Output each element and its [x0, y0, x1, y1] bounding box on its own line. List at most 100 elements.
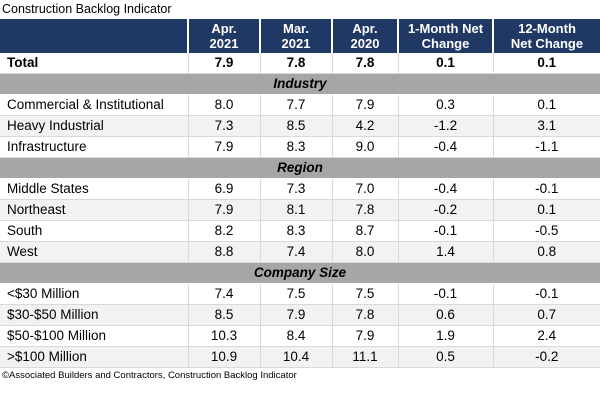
row-infrastructure: Infrastructure 7.9 8.3 9.0 -0.4 -1.1: [0, 136, 600, 158]
row-label: Northeast: [0, 199, 188, 221]
cell-value: 8.4: [259, 325, 332, 347]
row-label: >$100 Million: [0, 346, 188, 368]
row-middle-states: Middle States 6.9 7.3 7.0 -0.4 -0.1: [0, 178, 600, 200]
cell-value: 6.9: [187, 178, 260, 200]
cell-value: 7.9: [187, 199, 260, 221]
cell-value: 10.3: [187, 325, 260, 347]
backlog-table: Apr. 2021 Mar. 2021 Apr. 2020 1-Month Ne…: [0, 19, 600, 368]
cell-value: 8.3: [259, 136, 332, 158]
section-industry: Industry: [0, 73, 600, 95]
cell-value: 8.0: [187, 94, 260, 116]
row-label: Commercial & Institutional: [0, 94, 188, 116]
cell-value: 0.1: [492, 94, 600, 116]
row-total: Total 7.9 7.8 7.8 0.1 0.1: [0, 53, 600, 74]
cell-value: 2.4: [492, 325, 600, 347]
cell-value: 8.5: [259, 115, 332, 137]
cell-value: 7.5: [259, 283, 332, 305]
row-label: South: [0, 220, 188, 242]
cell-value: 0.1: [492, 199, 600, 221]
col-header-line: Mar.: [282, 21, 309, 36]
cell-value: 11.1: [331, 346, 398, 368]
row-northeast: Northeast 7.9 8.1 7.8 -0.2 0.1: [0, 199, 600, 221]
cell-value: 8.1: [259, 199, 332, 221]
col-header-line: 12-Month: [518, 21, 576, 36]
col-header-apr-2020: Apr. 2020: [331, 19, 398, 53]
cell-value: 3.1: [492, 115, 600, 137]
section-company-size: Company Size: [0, 262, 600, 284]
col-header-line: Change: [421, 36, 470, 51]
col-header-line: 2021: [281, 36, 311, 51]
cell-value: 7.7: [259, 94, 332, 116]
page-title: Construction Backlog Indicator: [2, 2, 172, 16]
cell-value: 7.8: [331, 53, 398, 74]
cell-value: 4.2: [331, 115, 398, 137]
cell-value: 7.4: [187, 283, 260, 305]
cell-value: 8.2: [187, 220, 260, 242]
col-header-line: 1-Month Net: [407, 21, 484, 36]
source-attribution: ©Associated Builders and Contractors, Co…: [2, 370, 297, 381]
col-header-apr-2021: Apr. 2021: [187, 19, 260, 53]
cell-value: -0.1: [492, 283, 600, 305]
cell-value: -1.1: [492, 136, 600, 158]
cell-value: 7.0: [331, 178, 398, 200]
row-label: $30-$50 Million: [0, 304, 188, 326]
cell-value: 7.9: [187, 136, 260, 158]
col-header-line: Apr.: [211, 21, 237, 36]
col-header-blank: [0, 19, 188, 53]
cell-value: -0.5: [492, 220, 600, 242]
row-label: $50-$100 Million: [0, 325, 188, 347]
row-label: Middle States: [0, 178, 188, 200]
row-under-30-million: <$30 Million 7.4 7.5 7.5 -0.1 -0.1: [0, 283, 600, 305]
row-label: Infrastructure: [0, 136, 188, 158]
cell-value: 9.0: [331, 136, 398, 158]
section-header-label: Industry: [0, 73, 600, 95]
cell-value: 10.9: [187, 346, 260, 368]
cell-value: -0.2: [492, 346, 600, 368]
col-header-mar-2021: Mar. 2021: [259, 19, 332, 53]
row-west: West 8.8 7.4 8.0 1.4 0.8: [0, 241, 600, 263]
cell-value: 7.5: [331, 283, 398, 305]
cell-value: 8.5: [187, 304, 260, 326]
cell-value: -0.1: [397, 283, 493, 305]
section-region: Region: [0, 157, 600, 179]
row-label: Heavy Industrial: [0, 115, 188, 137]
col-header-line: 2020: [350, 36, 380, 51]
cell-value: -0.4: [397, 136, 493, 158]
row-label: Total: [0, 53, 188, 74]
row-30-50-million: $30-$50 Million 8.5 7.9 7.8 0.6 0.7: [0, 304, 600, 326]
cell-value: 7.8: [331, 199, 398, 221]
cell-value: 7.4: [259, 241, 332, 263]
cell-value: 7.9: [187, 53, 260, 74]
cell-value: 1.4: [397, 241, 493, 263]
col-header-line: Apr.: [352, 21, 378, 36]
col-header-1-month-net-change: 1-Month Net Change: [397, 19, 493, 53]
row-south: South 8.2 8.3 8.7 -0.1 -0.5: [0, 220, 600, 242]
cell-value: 8.0: [331, 241, 398, 263]
section-header-label: Company Size: [0, 262, 600, 284]
cell-value: 7.3: [187, 115, 260, 137]
row-commercial-institutional: Commercial & Institutional 8.0 7.7 7.9 0…: [0, 94, 600, 116]
cell-value: -0.2: [397, 199, 493, 221]
cell-value: 7.8: [259, 53, 332, 74]
cell-value: 8.7: [331, 220, 398, 242]
col-header-line: 2021: [209, 36, 239, 51]
cell-value: 0.3: [397, 94, 493, 116]
cell-value: 0.1: [397, 53, 493, 74]
col-header-line: Net Change: [510, 36, 584, 51]
cell-value: 7.3: [259, 178, 332, 200]
cell-value: 8.8: [187, 241, 260, 263]
cell-value: 7.9: [331, 94, 398, 116]
cell-value: 0.5: [397, 346, 493, 368]
section-header-label: Region: [0, 157, 600, 179]
cell-value: 0.6: [397, 304, 493, 326]
cell-value: 10.4: [259, 346, 332, 368]
cell-value: 0.8: [492, 241, 600, 263]
cell-value: 8.3: [259, 220, 332, 242]
row-label: <$30 Million: [0, 283, 188, 305]
cell-value: 0.1: [492, 53, 600, 74]
cell-value: 7.9: [259, 304, 332, 326]
cell-value: 7.8: [331, 304, 398, 326]
col-header-12-month-net-change: 12-Month Net Change: [492, 19, 600, 53]
cell-value: -0.1: [397, 220, 493, 242]
